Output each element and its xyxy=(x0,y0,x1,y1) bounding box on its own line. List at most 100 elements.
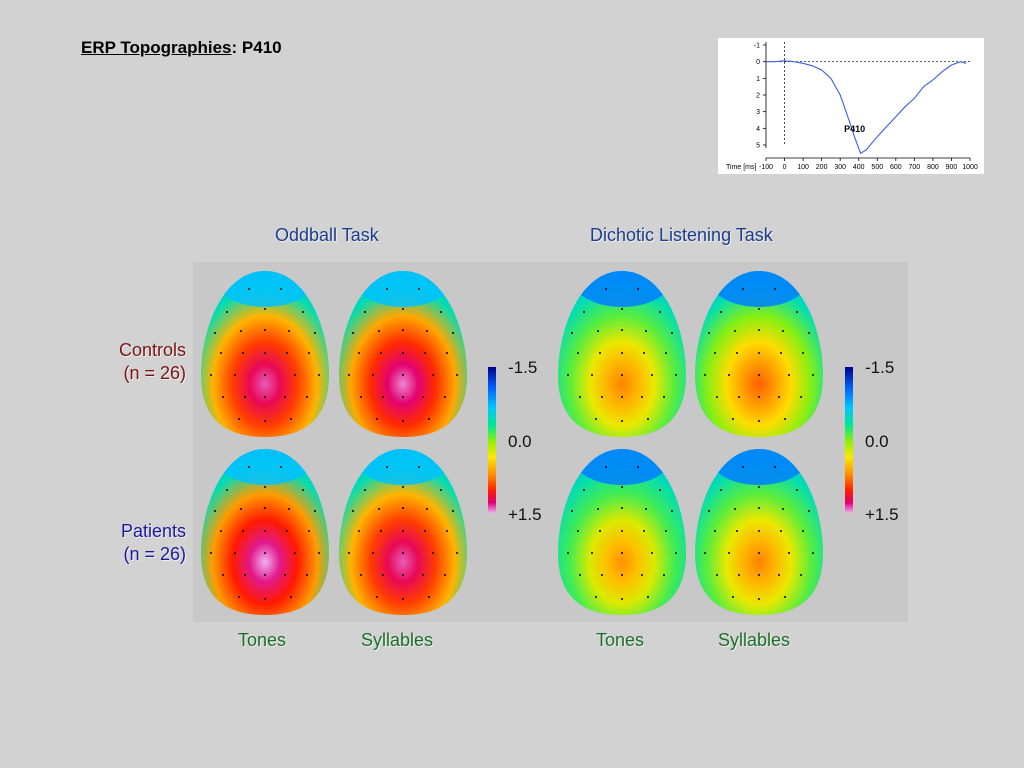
title-rest: : P410 xyxy=(231,38,282,57)
electrode-dot xyxy=(226,489,228,491)
electrode-dot xyxy=(402,352,404,354)
electrode-dot xyxy=(758,530,760,532)
electrode-dot xyxy=(778,396,780,398)
electrode-dot xyxy=(599,530,601,532)
electrode-dot xyxy=(708,510,710,512)
electrode-dot xyxy=(222,396,224,398)
x-tick-label: 800 xyxy=(927,164,939,171)
electrode-dot xyxy=(663,574,665,576)
frontal-region xyxy=(217,449,313,485)
patients-label: Patients (n = 26) xyxy=(121,520,186,566)
electrode-dot xyxy=(402,396,404,398)
electrode-dot xyxy=(210,552,212,554)
electrode-dot xyxy=(290,418,292,420)
electrode-dot xyxy=(418,288,420,290)
electrode-dot xyxy=(784,418,786,420)
electrode-dot xyxy=(432,374,434,376)
electrode-dot xyxy=(736,530,738,532)
title-underlined: ERP Topographies xyxy=(81,38,232,57)
x-tick-label: 400 xyxy=(853,164,865,171)
electrode-dot xyxy=(758,396,760,398)
electrode-dot xyxy=(665,352,667,354)
x-tick-label: 600 xyxy=(890,164,902,171)
electrode-dot xyxy=(210,374,212,376)
oddball-tones-label: Tones xyxy=(238,630,287,650)
electrode-dot xyxy=(318,552,320,554)
y-tick-label: 4 xyxy=(756,126,760,133)
electrode-dot xyxy=(621,352,623,354)
electrode-dot xyxy=(742,466,744,468)
electrode-dot xyxy=(444,574,446,576)
electrode-dot xyxy=(284,574,286,576)
electrode-dot xyxy=(294,374,296,376)
electrode-dot xyxy=(238,418,240,420)
electrode-dot xyxy=(567,552,569,554)
electrode-dot xyxy=(782,508,784,510)
electrode-dot xyxy=(704,552,706,554)
electrode-dot xyxy=(264,486,266,488)
electrode-dot xyxy=(621,396,623,398)
electrode-dot xyxy=(659,489,661,491)
electrode-dot xyxy=(714,352,716,354)
electrode-dot xyxy=(601,396,603,398)
electrode-dot xyxy=(424,352,426,354)
electrode-dot xyxy=(778,574,780,576)
electrode-dot xyxy=(376,596,378,598)
dichotic-task-header: Dichotic Listening Task xyxy=(590,225,773,245)
electrode-dot xyxy=(732,418,734,420)
erp-waveform-chart: -1 0 1 2 3 4 5 Time [ms] -100 0 100 200 300 400 500 600… xyxy=(718,38,984,174)
electrode-dot xyxy=(248,466,250,468)
electrode-dot xyxy=(290,596,292,598)
erp-waveform-line xyxy=(766,60,967,155)
y-tick-label: 1 xyxy=(756,76,760,83)
electrode-dot xyxy=(637,288,639,290)
electrode-dot xyxy=(426,330,428,332)
electrode-dot xyxy=(264,396,266,398)
electrode-dot xyxy=(802,352,804,354)
electrode-dot xyxy=(446,530,448,532)
electrode-dot xyxy=(280,288,282,290)
electrode-dot xyxy=(440,489,442,491)
electrode-dot xyxy=(314,510,316,512)
electrode-dot xyxy=(226,311,228,313)
electrode-dot xyxy=(302,489,304,491)
electrode-dot xyxy=(422,396,424,398)
electrode-dot xyxy=(714,530,716,532)
topomap-oddball-task-controls-tones xyxy=(201,271,329,437)
electrode-dot xyxy=(708,332,710,334)
controls-label-name: Controls xyxy=(118,340,186,360)
electrode-dot xyxy=(796,489,798,491)
electrode-dot xyxy=(734,508,736,510)
electrode-dot xyxy=(378,330,380,332)
topomap-oddball-task-patients-syllables xyxy=(339,449,467,615)
electrode-dot xyxy=(286,530,288,532)
x-tick-label: 1000 xyxy=(962,164,978,171)
electrode-dot xyxy=(456,374,458,376)
topomap-oddball-task-patients-tones xyxy=(201,449,329,615)
electrode-dot xyxy=(402,308,404,310)
colorbar-oddball-mid: 0.0 xyxy=(508,432,532,451)
electrode-dot xyxy=(621,552,623,554)
topomap-dichotic-listening-task-controls-tones xyxy=(558,271,686,437)
electrode-dot xyxy=(571,510,573,512)
electrode-dot xyxy=(808,510,810,512)
electrode-dot xyxy=(382,396,384,398)
topomap-oddball-task-controls-syllables xyxy=(339,271,467,437)
x-tick-label: 0 xyxy=(783,164,787,171)
electrode-dot xyxy=(244,396,246,398)
electrode-dot xyxy=(446,352,448,354)
electrode-dot xyxy=(364,489,366,491)
electrode-dot xyxy=(732,596,734,598)
electrode-dot xyxy=(812,374,814,376)
electrode-dot xyxy=(641,574,643,576)
electrode-dot xyxy=(605,288,607,290)
electrode-dot xyxy=(264,420,266,422)
electrode-dot xyxy=(621,329,623,331)
colorbar-oddball-top: -1.5 xyxy=(508,358,538,377)
electrode-dot xyxy=(264,552,266,554)
electrode-dot xyxy=(294,552,296,554)
frontal-region xyxy=(711,271,807,307)
electrode-dot xyxy=(645,330,647,332)
electrode-dot xyxy=(360,574,362,576)
electrode-dot xyxy=(214,332,216,334)
